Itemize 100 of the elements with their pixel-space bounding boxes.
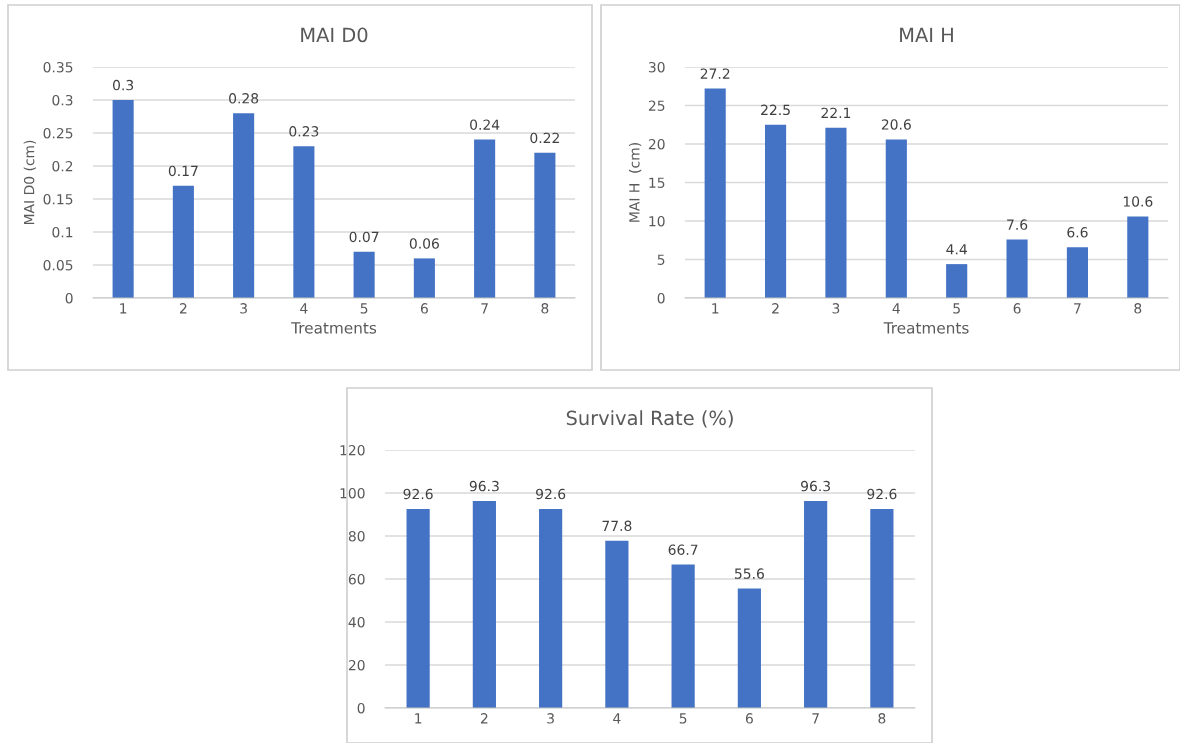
- data-label: 96.3: [801, 480, 830, 492]
- y-tick-label: 60: [348, 573, 365, 585]
- x-tick-label: 8: [541, 303, 549, 314]
- y-tick-label: 0: [65, 292, 73, 304]
- data-label: 96.3: [469, 480, 499, 492]
- y-tick-label: 0.25: [43, 127, 73, 139]
- data-label: 10.6: [1123, 196, 1153, 207]
- bar: [474, 139, 496, 298]
- y-tick-label: 10: [649, 215, 665, 227]
- data-label: 22.1: [821, 107, 851, 118]
- data-label: 0.06: [409, 238, 439, 249]
- bar: [539, 508, 563, 708]
- data-label: 0.24: [470, 119, 500, 130]
- bar: [765, 124, 787, 298]
- y-tick-label: 0: [357, 702, 365, 714]
- data-label: 77.8: [602, 520, 632, 532]
- x-tick-label: 6: [1013, 303, 1021, 314]
- data-label: 20.6: [881, 119, 911, 130]
- bar: [406, 508, 430, 708]
- data-label: 22.5: [761, 104, 790, 116]
- y-tick-label: 0.3: [52, 94, 73, 106]
- x-tick-label: 3: [547, 713, 554, 724]
- data-label: 55.6: [734, 568, 764, 579]
- x-axis-title: Treatments: [883, 322, 969, 334]
- bar: [804, 500, 828, 708]
- y-tick-label: 100: [340, 487, 365, 499]
- data-label: 0.17: [168, 165, 198, 177]
- x-tick-label: 8: [878, 713, 886, 724]
- bar: [233, 113, 255, 298]
- data-label: 0.28: [229, 93, 259, 104]
- y-tick-label: 5: [657, 254, 665, 265]
- y-tick-label: 25: [648, 100, 665, 111]
- bar: [1066, 247, 1088, 298]
- x-tick-label: 7: [812, 713, 819, 724]
- data-label: 66.7: [668, 544, 698, 555]
- x-tick-label: 5: [953, 303, 960, 314]
- bar: [1127, 216, 1149, 298]
- bar: [293, 146, 315, 298]
- y-tick-label: 0.15: [43, 193, 73, 205]
- x-tick-label: 4: [892, 303, 900, 314]
- bar: [870, 508, 894, 708]
- x-tick-label: 2: [179, 303, 187, 314]
- x-tick-label: 6: [745, 713, 753, 724]
- data-label: 92.6: [536, 488, 566, 500]
- bar: [353, 251, 375, 298]
- x-tick-label: 8: [1134, 303, 1142, 314]
- bar: [671, 564, 695, 708]
- x-tick-label: 3: [240, 303, 247, 314]
- y-tick-label: 0: [657, 292, 665, 304]
- y-tick-label: 15: [649, 177, 665, 188]
- x-axis-title: Treatments: [291, 322, 377, 334]
- x-tick-label: 7: [481, 303, 488, 314]
- x-tick-label: 4: [613, 713, 621, 724]
- x-tick-label: 5: [679, 713, 687, 724]
- x-tick-label: 1: [712, 303, 719, 314]
- y-tick-label: 0.2: [52, 160, 73, 172]
- y-tick-label: 120: [340, 444, 365, 456]
- bar: [946, 264, 968, 298]
- data-label: 6.6: [1067, 227, 1088, 238]
- chart-title: MAI H: [900, 27, 953, 42]
- y-axis-title: MAI D0 (cm): [23, 140, 37, 225]
- y-tick-label: 0.05: [43, 259, 73, 271]
- bar: [112, 100, 134, 298]
- x-tick-label: 7: [1074, 303, 1081, 314]
- bar: [1006, 239, 1028, 298]
- y-tick-label: 30: [648, 61, 665, 73]
- y-tick-label: 20: [648, 138, 665, 150]
- x-tick-label: 2: [772, 303, 779, 314]
- y-tick-label: 0.1: [52, 226, 73, 238]
- x-tick-label: 1: [120, 303, 127, 314]
- x-tick-label: 1: [415, 713, 422, 724]
- chart-title: MAI D0: [301, 27, 368, 43]
- bar: [605, 540, 629, 708]
- x-tick-label: 4: [300, 303, 308, 314]
- chart-title: Survival Rate (%): [566, 410, 733, 428]
- data-label: 92.6: [867, 488, 897, 500]
- data-label: 4.4: [946, 244, 967, 255]
- bar: [885, 139, 907, 298]
- bar: [704, 88, 726, 298]
- data-label: 92.6: [403, 488, 433, 500]
- data-label: 0.22: [530, 132, 559, 144]
- data-label: 7.6: [1007, 219, 1028, 230]
- data-label: 0.07: [349, 231, 379, 243]
- y-tick-label: 0.35: [43, 61, 73, 73]
- y-axis-title: MAI H (cm): [628, 143, 642, 222]
- bar: [534, 152, 556, 298]
- data-label: 0.23: [289, 126, 319, 137]
- bar: [472, 500, 496, 708]
- bar: [172, 185, 194, 298]
- y-tick-label: 20: [348, 659, 365, 671]
- bar: [737, 588, 761, 708]
- bar: [825, 127, 847, 298]
- bar: [413, 258, 435, 298]
- y-tick-label: 40: [348, 616, 365, 628]
- x-tick-label: 2: [480, 713, 488, 724]
- y-tick-label: 80: [348, 530, 365, 542]
- x-tick-label: 6: [420, 303, 428, 314]
- data-label: 0.3: [113, 79, 134, 91]
- data-label: 27.2: [700, 68, 730, 79]
- x-tick-label: 3: [832, 303, 840, 314]
